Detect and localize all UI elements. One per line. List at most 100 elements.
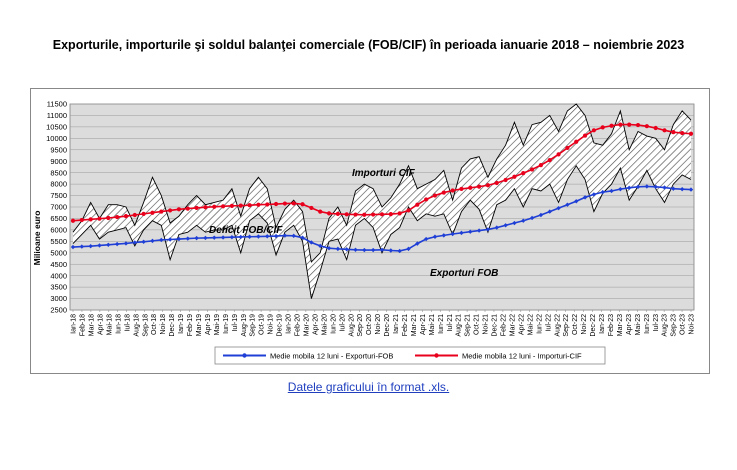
imports-avg-point <box>653 125 658 131</box>
exports-avg-point <box>556 205 561 211</box>
imports-avg-point <box>247 203 252 208</box>
x-tick-label: Aug-18 <box>133 314 140 337</box>
x-tick-label: Sep-18 <box>142 314 149 337</box>
exports-avg-point <box>512 220 517 226</box>
y-tick-label: 8000 <box>50 180 67 189</box>
exports-avg-point <box>79 244 85 249</box>
exports-avg-point <box>362 247 367 253</box>
legend-label-exports: Medie mobila 12 luni - Exporturi-FOB <box>270 352 393 361</box>
x-tick-label: Dec-22 <box>590 314 597 337</box>
exports-avg-point <box>503 223 508 228</box>
x-tick-label: Dec-19 <box>277 314 284 337</box>
exports-avg-point <box>468 229 473 234</box>
exports-avg-point <box>379 247 385 253</box>
imports-avg-point <box>644 124 649 129</box>
y-tick-label: 11500 <box>47 100 67 109</box>
exports-avg-point <box>370 247 376 253</box>
y-tick-label: 7500 <box>50 191 67 200</box>
x-tick-label: Ian-21 <box>393 314 400 334</box>
imports-avg-point <box>662 128 667 133</box>
x-tick-label: Feb-19 <box>187 314 194 336</box>
exports-avg-point <box>203 235 208 241</box>
exports-avg-point <box>547 209 552 214</box>
x-tick-label: Aug-20 <box>348 314 355 337</box>
imports-avg-point <box>115 214 120 220</box>
x-tick-label: Noi-22 <box>581 314 588 335</box>
exports-avg-point <box>423 236 429 242</box>
imports-avg-point <box>459 186 464 192</box>
y-tick-label: 4000 <box>50 271 67 280</box>
y-axis-ticks: 2500 3000 3500 4000 4500 5000 5500 6000 6500 7000… <box>46 100 67 315</box>
exports-avg-point <box>238 234 243 240</box>
x-tick-label: Oct-21 <box>474 314 481 335</box>
imports-avg-point <box>123 214 129 219</box>
y-tick-label: 6500 <box>50 214 67 223</box>
y-tick-label: 6000 <box>50 225 67 234</box>
exports-avg-point <box>265 234 270 239</box>
imports-avg-point <box>229 203 235 208</box>
x-tick-label: Ian-18 <box>71 314 78 334</box>
imports-avg-point <box>212 204 217 209</box>
x-tick-label: Iun-18 <box>115 314 122 334</box>
x-tick-label: Iul-19 <box>232 314 239 332</box>
exports-avg-point <box>538 212 544 218</box>
x-tick-label: Oct-18 <box>151 314 158 335</box>
imports-avg-point <box>635 122 641 128</box>
exports-avg-point <box>353 247 358 253</box>
exports-avg-point <box>326 246 332 251</box>
exports-avg-point <box>70 244 76 250</box>
imports-avg-point <box>132 212 137 218</box>
data-download-link[interactable]: Datele graficului în format .xls. <box>287 380 450 394</box>
exports-avg-point <box>335 246 341 252</box>
x-tick-label: Feb-21 <box>402 314 409 336</box>
x-tick-label: Noi-23 <box>689 314 696 335</box>
imports-avg-point <box>574 139 579 144</box>
imports-avg-point <box>680 130 685 136</box>
y-tick-label: 11000 <box>47 111 67 120</box>
imports-avg-point <box>503 177 508 183</box>
exports-avg-point <box>344 247 349 252</box>
exports-avg-point <box>476 228 482 233</box>
x-tick-label: Noi-21 <box>483 314 490 335</box>
exports-avg-point <box>459 230 464 236</box>
deficit-band-hatch <box>73 104 691 299</box>
imports-avg-point <box>79 217 84 223</box>
imports-avg-point <box>582 133 588 138</box>
imports-avg-point <box>238 203 243 208</box>
imports-avg-point <box>512 174 517 179</box>
x-tick-label: Sep-21 <box>465 314 472 337</box>
exports-avg-point <box>256 234 261 239</box>
x-tick-label: Mar-23 <box>617 314 624 336</box>
y-tick-label: 9000 <box>50 157 67 166</box>
x-tick-label: Ian-23 <box>599 314 606 334</box>
x-tick-label: Sep-20 <box>357 314 364 337</box>
chart-svg: 2500 3000 3500 4000 4500 5000 5500 6000 6500 7000… <box>30 88 710 374</box>
x-tick-label: Ian-19 <box>178 314 185 334</box>
imports-avg-point <box>318 209 323 214</box>
exports-avg-point <box>688 187 694 192</box>
monthly-lines <box>72 103 692 299</box>
legend-marker-imports <box>434 353 439 358</box>
x-tick-label: Iul-18 <box>124 314 131 332</box>
imports-avg-point <box>494 180 499 186</box>
imports-avg-point <box>265 202 270 207</box>
exports-avg-point <box>662 185 667 190</box>
imports-avg-point <box>300 202 305 207</box>
x-tick-label: Sep-22 <box>563 314 570 337</box>
x-axis-ticks: Ian-18 Feb-18 Mar-18 Apr-18 Mai-18 Iun-18 Iul-… <box>71 310 696 337</box>
exports-avg-point <box>494 225 499 230</box>
exports-avg-point <box>194 235 199 241</box>
x-tick-label: Oct-22 <box>572 314 579 335</box>
x-tick-label: Mai-20 <box>321 314 328 336</box>
chart-legend: Medie mobila 12 luni - Exporturi-FOB Med… <box>214 346 606 365</box>
x-tick-label: Oct-23 <box>680 314 687 335</box>
imports-avg-point <box>185 206 190 211</box>
x-tick-label: Iun-23 <box>644 314 651 334</box>
imports-avg-point <box>424 197 429 202</box>
x-tick-label: Aug-21 <box>456 314 463 337</box>
exports-avg-point <box>167 237 173 242</box>
x-tick-label: Aug-23 <box>662 314 669 337</box>
imports-avg-point <box>600 125 605 130</box>
x-tick-label: Ian-20 <box>286 314 293 334</box>
exports-avg-point <box>415 241 420 246</box>
